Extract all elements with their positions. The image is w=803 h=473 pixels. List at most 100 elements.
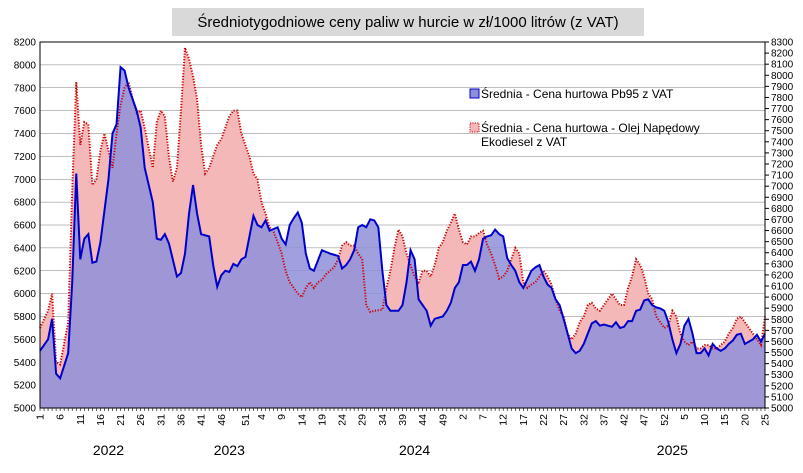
y2-tick-label: 5400 bbox=[771, 359, 794, 370]
y2-tick-label: 6700 bbox=[771, 215, 794, 226]
y2-tick-label: 6600 bbox=[771, 226, 794, 237]
y2-tick-label: 5000 bbox=[771, 404, 794, 415]
y2-tick-label: 7600 bbox=[771, 115, 794, 126]
x-tick-label: 24 bbox=[337, 414, 349, 426]
y-tick-label: 7200 bbox=[14, 152, 37, 163]
y2-tick-label: 6300 bbox=[771, 259, 794, 270]
y2-tick-label: 5900 bbox=[771, 304, 794, 315]
y2-tick-label: 6500 bbox=[771, 237, 794, 248]
y2-tick-label: 5800 bbox=[771, 315, 794, 326]
pb95-area bbox=[40, 67, 765, 408]
x-tick-label: 12 bbox=[498, 414, 510, 426]
y-tick-label: 7400 bbox=[14, 129, 37, 140]
x-tick-label: 2 bbox=[457, 414, 469, 420]
x-tick-label: 4 bbox=[256, 414, 268, 420]
x-tick-label: 5 bbox=[679, 414, 691, 420]
y2-tick-label: 7700 bbox=[771, 104, 794, 115]
y2-tick-label: 8100 bbox=[771, 60, 794, 71]
x-tick-label: 47 bbox=[639, 414, 651, 426]
y2-tick-label: 7800 bbox=[771, 93, 794, 104]
y-tick-label: 6400 bbox=[14, 243, 37, 254]
y-tick-label: 5200 bbox=[14, 381, 37, 392]
y-tick-label: 8000 bbox=[14, 60, 37, 71]
y-tick-label: 6200 bbox=[14, 266, 37, 277]
y-tick-label: 7800 bbox=[14, 83, 37, 94]
y-tick-label: 5600 bbox=[14, 335, 37, 346]
y2-tick-label: 5500 bbox=[771, 348, 794, 359]
y-tick-label: 5000 bbox=[14, 404, 37, 415]
x-tick-label: 20 bbox=[739, 414, 751, 426]
y2-tick-label: 5600 bbox=[771, 337, 794, 348]
x-tick-label: 31 bbox=[155, 414, 167, 426]
x-tick-label: 27 bbox=[558, 414, 570, 426]
y2-tick-label: 8000 bbox=[771, 71, 794, 82]
x-tick-label: 21 bbox=[115, 414, 127, 426]
y-tick-label: 7000 bbox=[14, 175, 37, 186]
year-label: 2025 bbox=[657, 442, 688, 458]
x-tick-label: 37 bbox=[598, 414, 610, 426]
y2-tick-label: 8200 bbox=[771, 49, 794, 60]
x-tick-label: 32 bbox=[578, 414, 590, 426]
x-tick-label: 6 bbox=[55, 414, 67, 420]
x-tick-label: 22 bbox=[538, 414, 550, 426]
y2-tick-label: 7300 bbox=[771, 148, 794, 159]
y-tick-label: 7600 bbox=[14, 106, 37, 117]
x-tick-label: 17 bbox=[518, 414, 530, 426]
y2-tick-label: 6900 bbox=[771, 193, 794, 204]
x-tick-label: 14 bbox=[296, 414, 308, 426]
x-tick-label: 7 bbox=[478, 414, 490, 420]
year-label: 2023 bbox=[214, 442, 245, 458]
x-tick-label: 25 bbox=[760, 414, 772, 426]
x-tick-label: 26 bbox=[135, 414, 147, 426]
y2-tick-label: 8300 bbox=[771, 38, 794, 49]
x-tick-label: 51 bbox=[240, 414, 252, 426]
x-tick-label: 49 bbox=[437, 414, 449, 426]
x-tick-label: 46 bbox=[216, 414, 228, 426]
x-tick-label: 36 bbox=[175, 414, 187, 426]
y2-tick-label: 6200 bbox=[771, 270, 794, 281]
axes: 5000520054005600580060006200640066006800… bbox=[14, 38, 794, 459]
y-tick-label: 6600 bbox=[14, 221, 37, 232]
x-tick-label: 19 bbox=[316, 414, 328, 426]
y-tick-label: 5400 bbox=[14, 358, 37, 369]
x-tick-label: 1 bbox=[35, 414, 47, 420]
x-tick-label: 34 bbox=[377, 414, 389, 426]
y2-tick-label: 5300 bbox=[771, 370, 794, 381]
x-tick-label: 15 bbox=[719, 414, 731, 426]
y-tick-label: 8200 bbox=[14, 38, 37, 49]
y-tick-label: 6800 bbox=[14, 198, 37, 209]
y-tick-label: 5800 bbox=[14, 312, 37, 323]
y2-tick-label: 7200 bbox=[771, 160, 794, 171]
y2-tick-label: 7000 bbox=[771, 182, 794, 193]
y2-tick-label: 5700 bbox=[771, 326, 794, 337]
y2-tick-label: 6400 bbox=[771, 248, 794, 259]
x-tick-label: 11 bbox=[75, 414, 87, 425]
legend: Średnia - Cena hurtowa Pb95 z VAT Średnia… bbox=[469, 86, 700, 149]
y2-tick-label: 5100 bbox=[771, 392, 794, 403]
y2-tick-label: 7500 bbox=[771, 126, 794, 137]
y2-tick-label: 6100 bbox=[771, 282, 794, 293]
y2-tick-label: 6800 bbox=[771, 204, 794, 215]
title-background bbox=[172, 8, 644, 36]
legend-label-pb95: Średnia - Cena hurtowa Pb95 z VAT bbox=[481, 86, 674, 101]
x-tick-label: 29 bbox=[357, 414, 369, 426]
y2-tick-label: 5200 bbox=[771, 381, 794, 392]
x-tick-label: 52 bbox=[659, 414, 671, 426]
x-tick-label: 41 bbox=[196, 414, 208, 426]
y2-tick-label: 7100 bbox=[771, 171, 794, 182]
x-tick-label: 9 bbox=[276, 414, 288, 420]
series-layer bbox=[39, 47, 766, 408]
x-tick-label: 39 bbox=[397, 414, 409, 426]
y2-tick-label: 6000 bbox=[771, 293, 794, 304]
x-tick-label: 16 bbox=[95, 414, 107, 426]
legend-swatch-pb95 bbox=[469, 88, 480, 99]
x-tick-label: 10 bbox=[699, 414, 711, 426]
y-tick-label: 6000 bbox=[14, 289, 37, 300]
year-label: 2024 bbox=[399, 442, 430, 458]
pb95-line bbox=[39, 65, 766, 381]
legend-label-diesel: Średnia - Cena hurtowa - Olej Napędowy Ek… bbox=[481, 120, 700, 149]
y2-tick-label: 7400 bbox=[771, 137, 794, 148]
year-label: 2022 bbox=[93, 442, 124, 458]
legend-swatch-diesel bbox=[469, 122, 480, 133]
